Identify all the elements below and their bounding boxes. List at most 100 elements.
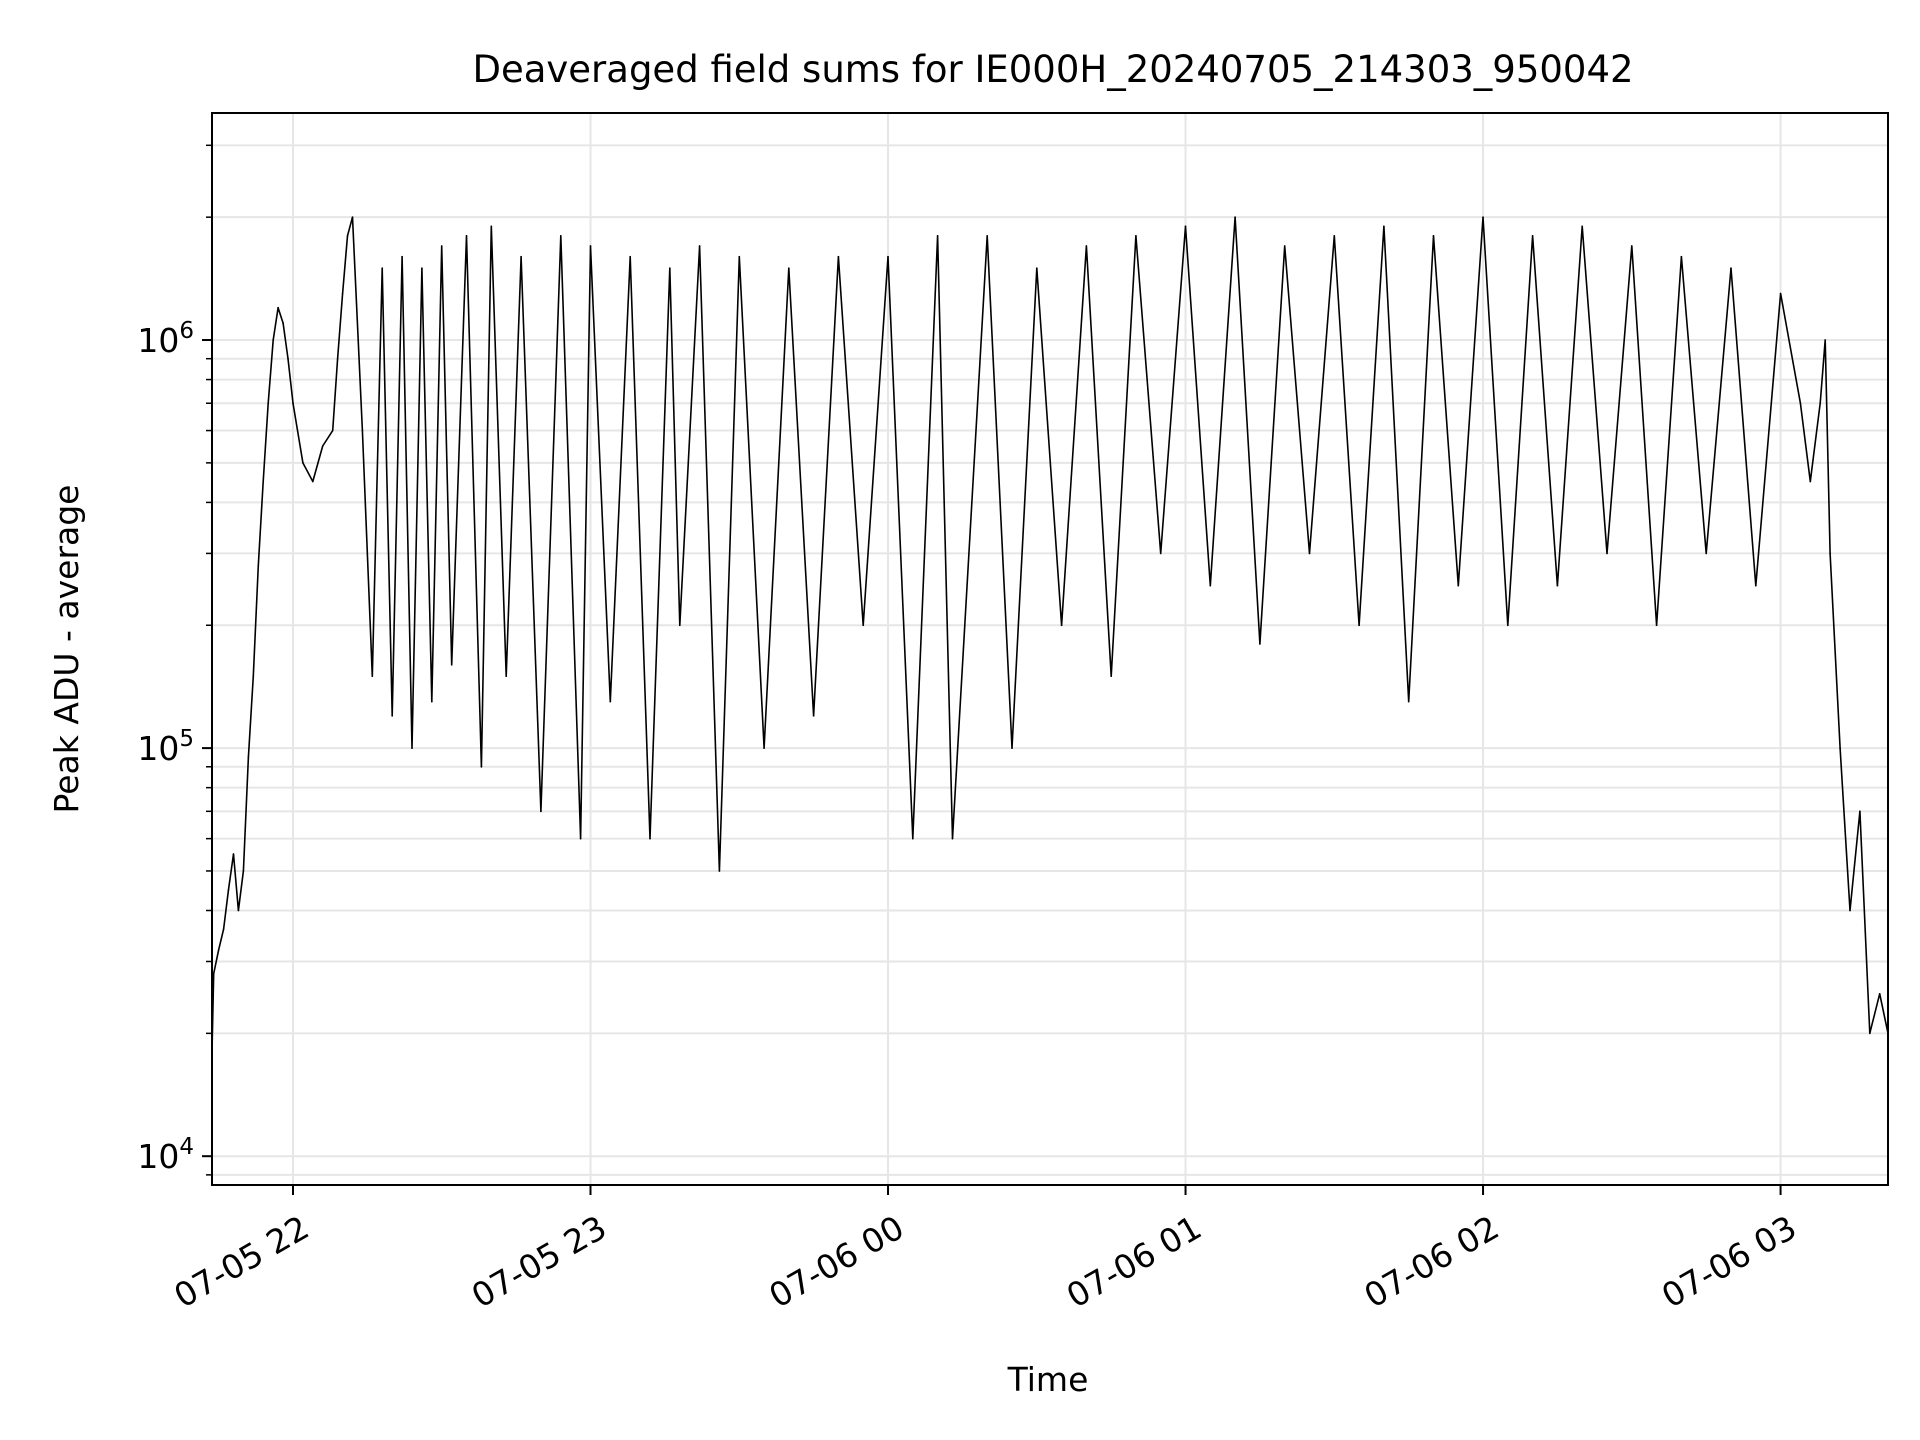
data-point [346,235,349,237]
data-point [1878,993,1881,995]
data-point [490,225,493,228]
data-point [237,909,240,912]
data-point [1819,402,1822,405]
data-point [589,245,592,247]
data-point [1110,675,1112,678]
data-point [1457,584,1460,587]
data-point [579,837,582,840]
data-point [1705,552,1707,555]
data-point [480,765,483,768]
data-point [1531,235,1534,237]
data-point [629,255,631,258]
data-point [1085,245,1088,247]
data-point [450,664,453,666]
data-point [252,675,255,678]
data-point [1809,480,1812,483]
plot-frame [211,112,1889,1186]
y-tick-label: 106 [137,318,194,360]
data-point [669,267,671,269]
data-point [222,928,225,930]
data-point [321,445,324,447]
data-point [678,624,681,627]
data-point [1849,909,1851,912]
data-point [312,480,314,483]
data-point [812,714,815,717]
data-point [302,462,304,464]
y-axis-label: Peak ADU - average [47,485,86,814]
series-line-0 [211,216,1889,1053]
data-point [1308,552,1311,555]
x-axis-label: Time [1007,1360,1089,1399]
data-point [951,837,954,840]
data-point [1655,624,1658,627]
data-point [862,624,865,627]
chart-title: Deaveraged field sums for IE000H_2024070… [472,48,1633,91]
data-point [277,306,279,309]
data-point [227,888,230,891]
data-point [1234,216,1236,218]
data-point [1581,225,1584,228]
data-point [242,870,245,872]
y-tick-label: 104 [137,1134,194,1176]
data-point [421,267,423,269]
data-point [336,357,339,360]
data-point [1283,245,1286,247]
data-point [986,235,988,237]
data-point [257,564,260,567]
data-point [1829,552,1831,555]
data-point [1482,216,1484,218]
series-points-0 [211,216,1889,1053]
data-point [1779,292,1782,295]
data-point [351,216,354,218]
data-point [431,700,433,703]
data-point [1184,225,1187,228]
data-point [1358,624,1360,627]
data-point [1333,235,1336,237]
data-point [1209,584,1212,587]
data-point [1383,225,1385,228]
data-point [282,322,284,324]
data-point [1159,552,1162,555]
data-point [1839,747,1841,749]
data-point [936,235,939,237]
data-point [559,235,562,237]
data-point [837,255,840,258]
data-point [411,747,413,749]
data-point [1754,584,1757,587]
data-point [232,853,235,855]
data-point [1060,624,1063,627]
data-point [262,480,265,483]
data-point [401,255,403,258]
grid [212,113,1888,1185]
data-point [1556,584,1559,587]
data-point [247,756,250,758]
data-point [1432,235,1435,237]
data-point [1859,810,1861,813]
data-point [381,267,384,269]
data-point [887,255,889,258]
data-point [440,245,443,247]
data-point [361,429,364,432]
data-point [331,429,334,432]
data-point [1135,235,1137,237]
data-point [1869,1032,1871,1035]
data-point [718,870,721,872]
data-point [738,255,741,258]
data-point [217,949,220,951]
data-point [1035,267,1038,269]
series-group [211,216,1889,1053]
data-point [1631,245,1633,247]
data-point [1606,552,1608,555]
data-point [788,267,790,269]
data-point [1507,624,1509,627]
data-point [1407,700,1410,703]
data-point [292,402,294,405]
data-point [391,714,393,717]
data-point [212,972,215,975]
data-point [1824,339,1826,341]
data-point [1011,747,1013,749]
data-point [267,402,269,405]
data-point [505,675,508,678]
y-axis: 104 105 106 [137,144,212,1176]
